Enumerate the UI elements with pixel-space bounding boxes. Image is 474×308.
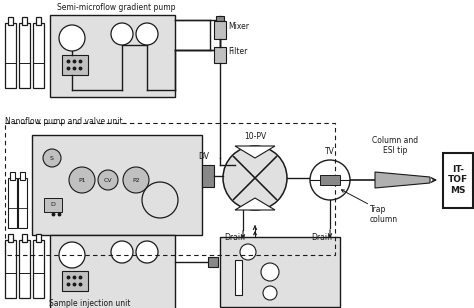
Bar: [22, 17, 27, 25]
Bar: [33, 23, 44, 88]
Text: Drain: Drain: [311, 233, 332, 242]
Circle shape: [98, 170, 118, 190]
Text: P1: P1: [78, 177, 86, 183]
Bar: [50, 15, 175, 97]
Polygon shape: [235, 146, 275, 158]
Polygon shape: [233, 156, 277, 200]
Text: Semi-microflow gradient pump: Semi-microflow gradient pump: [57, 3, 175, 12]
Circle shape: [59, 25, 85, 51]
Bar: [10, 172, 15, 180]
Polygon shape: [233, 156, 277, 200]
Polygon shape: [235, 198, 275, 210]
Bar: [202, 165, 214, 187]
Bar: [18, 178, 27, 228]
Bar: [8, 234, 13, 242]
Text: CV: CV: [104, 177, 112, 183]
Circle shape: [310, 160, 350, 200]
Text: 10-PV: 10-PV: [244, 132, 266, 141]
Bar: [19, 23, 30, 88]
Bar: [62, 271, 88, 291]
Text: Sample injection unit: Sample injection unit: [49, 299, 131, 308]
Circle shape: [136, 241, 158, 263]
Bar: [50, 235, 175, 308]
Text: Trap
column: Trap column: [370, 205, 398, 225]
Bar: [220, 237, 340, 307]
Text: TV: TV: [325, 147, 335, 156]
Circle shape: [223, 146, 287, 210]
Circle shape: [136, 23, 158, 45]
Text: S: S: [50, 156, 54, 160]
Text: DV: DV: [198, 152, 209, 161]
Circle shape: [111, 23, 133, 45]
Bar: [320, 175, 340, 185]
Text: Drain: Drain: [225, 233, 246, 242]
Circle shape: [123, 167, 149, 193]
Bar: [62, 55, 88, 75]
Circle shape: [69, 167, 95, 193]
Bar: [214, 21, 226, 39]
Bar: [216, 16, 224, 21]
Circle shape: [142, 182, 178, 218]
Text: Column and
ESI tip: Column and ESI tip: [372, 136, 418, 155]
Polygon shape: [375, 172, 430, 188]
Bar: [5, 123, 335, 255]
Circle shape: [43, 149, 61, 167]
Bar: [32, 135, 202, 235]
Bar: [8, 178, 17, 228]
Bar: [5, 23, 16, 88]
Text: P2: P2: [132, 177, 140, 183]
Text: Filter: Filter: [228, 47, 247, 56]
Bar: [8, 17, 13, 25]
Bar: [19, 240, 30, 298]
Bar: [5, 240, 16, 298]
Bar: [443, 153, 473, 208]
Text: Mixer: Mixer: [228, 22, 249, 31]
Text: Nanoflow pump and valve unit: Nanoflow pump and valve unit: [5, 117, 123, 126]
Bar: [208, 257, 218, 267]
Bar: [44, 198, 62, 212]
Bar: [22, 234, 27, 242]
Bar: [20, 172, 25, 180]
Circle shape: [263, 286, 277, 300]
Text: IT-
TOF
MS: IT- TOF MS: [448, 165, 468, 195]
Circle shape: [261, 263, 279, 281]
Circle shape: [59, 242, 85, 268]
Bar: [36, 234, 41, 242]
Bar: [36, 17, 41, 25]
Circle shape: [240, 244, 256, 260]
Circle shape: [111, 241, 133, 263]
Text: D: D: [51, 202, 55, 208]
Bar: [33, 240, 44, 298]
Bar: [214, 47, 226, 63]
Bar: [235, 260, 242, 295]
